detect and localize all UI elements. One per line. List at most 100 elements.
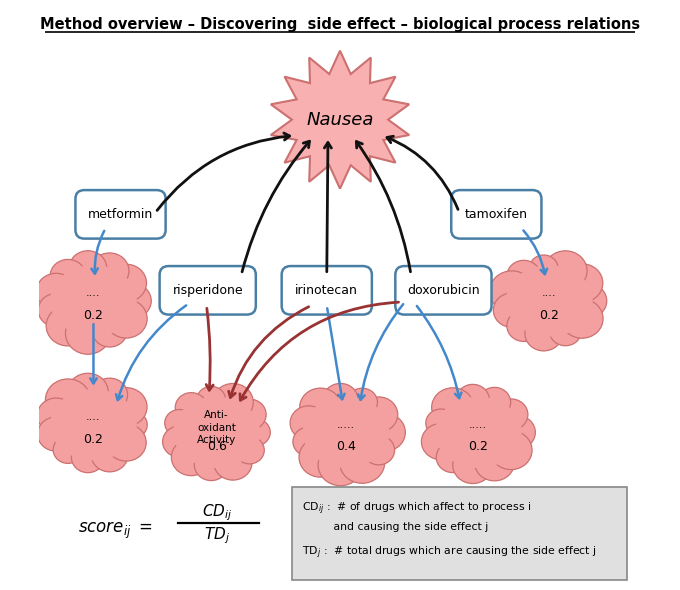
Ellipse shape (163, 426, 196, 457)
Ellipse shape (50, 389, 137, 461)
Text: ....: .... (86, 412, 101, 422)
Text: $CD_{ij}$: $CD_{ij}$ (201, 503, 232, 523)
Ellipse shape (478, 388, 511, 417)
Ellipse shape (493, 293, 530, 327)
Ellipse shape (71, 442, 105, 473)
Text: 0.2: 0.2 (539, 309, 559, 322)
Ellipse shape (50, 265, 137, 337)
FancyArrowPatch shape (116, 306, 186, 400)
Ellipse shape (290, 406, 327, 440)
Ellipse shape (105, 388, 147, 426)
FancyArrowPatch shape (228, 307, 309, 398)
Ellipse shape (347, 388, 377, 417)
FancyArrowPatch shape (524, 231, 547, 274)
Ellipse shape (91, 438, 128, 472)
Ellipse shape (165, 409, 194, 437)
Text: Method overview – Discovering  side effect – biological process relations: Method overview – Discovering side effec… (40, 17, 640, 32)
Ellipse shape (105, 299, 147, 338)
FancyBboxPatch shape (452, 190, 541, 238)
Text: 0.2: 0.2 (469, 441, 488, 454)
Ellipse shape (194, 450, 228, 481)
Text: ....: .... (542, 289, 556, 299)
Ellipse shape (37, 273, 75, 310)
Ellipse shape (499, 415, 535, 449)
Ellipse shape (453, 447, 493, 484)
Ellipse shape (175, 392, 207, 422)
Ellipse shape (299, 437, 342, 477)
Text: $score_{ij}\ =$: $score_{ij}\ =$ (78, 519, 153, 540)
FancyBboxPatch shape (282, 266, 372, 314)
Text: $TD_{j}$: $TD_{j}$ (204, 526, 230, 546)
Ellipse shape (241, 419, 270, 446)
Ellipse shape (173, 396, 260, 468)
Ellipse shape (570, 284, 607, 318)
Ellipse shape (432, 388, 474, 427)
Text: ....: .... (86, 289, 101, 299)
FancyBboxPatch shape (160, 266, 256, 314)
FancyArrowPatch shape (91, 231, 104, 274)
Ellipse shape (50, 260, 86, 293)
Ellipse shape (90, 253, 129, 289)
FancyArrowPatch shape (157, 133, 290, 211)
Ellipse shape (233, 399, 266, 430)
Ellipse shape (494, 399, 528, 430)
Ellipse shape (92, 378, 128, 411)
FancyArrowPatch shape (242, 141, 309, 272)
Ellipse shape (299, 392, 393, 472)
Ellipse shape (507, 260, 541, 291)
Polygon shape (271, 51, 409, 189)
Ellipse shape (561, 264, 602, 302)
Text: CD$_{ij}$ :  # of drugs which affect to process i
         and causing the side : CD$_{ij}$ : # of drugs which affect to p… (302, 501, 531, 532)
FancyArrowPatch shape (90, 324, 97, 384)
Ellipse shape (46, 379, 90, 421)
Ellipse shape (530, 255, 558, 281)
Ellipse shape (339, 441, 385, 483)
Ellipse shape (323, 384, 358, 416)
FancyArrowPatch shape (240, 302, 398, 400)
Text: 0.2: 0.2 (84, 309, 103, 322)
Ellipse shape (525, 316, 562, 351)
FancyArrowPatch shape (358, 304, 403, 400)
Ellipse shape (38, 294, 74, 327)
FancyBboxPatch shape (75, 190, 166, 238)
Ellipse shape (114, 283, 151, 319)
Text: metformin: metformin (88, 208, 153, 221)
Ellipse shape (561, 299, 603, 338)
FancyArrowPatch shape (324, 143, 331, 272)
Text: 0.6: 0.6 (207, 441, 226, 454)
Ellipse shape (475, 444, 515, 481)
Text: irinotecan: irinotecan (295, 284, 358, 297)
Text: .....: ..... (337, 419, 355, 430)
Ellipse shape (293, 427, 324, 456)
Text: .....: ..... (469, 419, 488, 430)
Ellipse shape (213, 384, 253, 421)
FancyArrowPatch shape (417, 306, 462, 398)
Ellipse shape (53, 436, 83, 463)
FancyBboxPatch shape (395, 266, 492, 314)
Ellipse shape (544, 251, 587, 291)
Ellipse shape (235, 437, 265, 464)
Ellipse shape (65, 313, 110, 354)
FancyArrowPatch shape (387, 136, 458, 209)
Ellipse shape (46, 306, 90, 346)
Text: TD$_{j}$ :  # total drugs which are causing the side effect j: TD$_{j}$ : # total drugs which are causi… (302, 545, 596, 561)
Text: Anti-
oxidant
Activity: Anti- oxidant Activity (197, 410, 237, 445)
Ellipse shape (46, 261, 140, 340)
Ellipse shape (118, 411, 148, 438)
Ellipse shape (300, 388, 341, 427)
Ellipse shape (318, 444, 363, 486)
Text: risperidone: risperidone (173, 284, 243, 297)
Ellipse shape (435, 396, 522, 468)
Text: tamoxifen: tamoxifen (465, 208, 528, 221)
Ellipse shape (69, 251, 107, 286)
Ellipse shape (171, 439, 211, 476)
Ellipse shape (437, 442, 469, 473)
Ellipse shape (490, 431, 532, 470)
Ellipse shape (456, 384, 490, 415)
Ellipse shape (170, 392, 264, 472)
Ellipse shape (92, 314, 127, 347)
Ellipse shape (214, 445, 252, 480)
Text: Nausea: Nausea (306, 111, 374, 129)
Ellipse shape (490, 271, 534, 312)
Ellipse shape (303, 396, 390, 468)
